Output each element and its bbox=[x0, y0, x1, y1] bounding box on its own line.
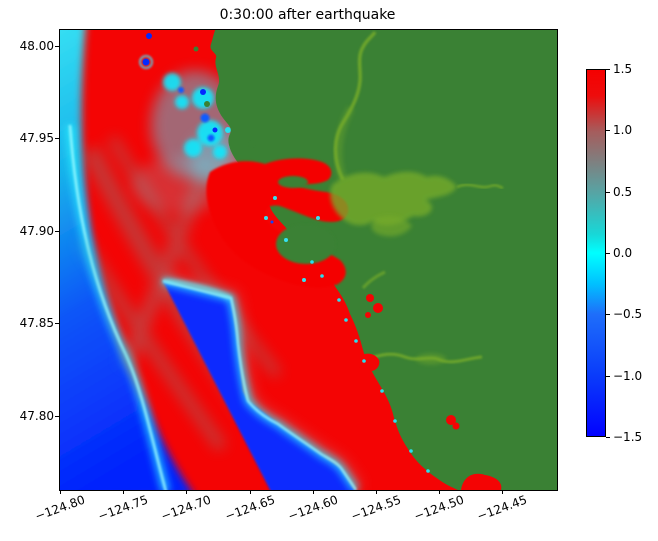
coastline-flecks-layer bbox=[310, 260, 430, 473]
y-tick-label: 47.90 bbox=[19, 224, 54, 238]
coastal-inundation-layer bbox=[345, 294, 502, 490]
x-tick-mark bbox=[313, 490, 314, 494]
x-tick-mark bbox=[186, 490, 187, 494]
colorbar-tick-label: 0.5 bbox=[613, 185, 633, 199]
plot-title: 0:30:00 after earthquake bbox=[219, 7, 396, 23]
x-tick-mark bbox=[250, 490, 251, 494]
colorbar bbox=[586, 69, 606, 437]
colorbar-tick-label: 0.0 bbox=[613, 246, 633, 260]
y-tick-label: 47.85 bbox=[19, 316, 54, 330]
x-tick-mark bbox=[60, 490, 61, 494]
x-tick-mark bbox=[376, 490, 377, 494]
colorbar-tick-mark bbox=[606, 437, 610, 438]
x-tick-mark bbox=[123, 490, 124, 494]
river-channels-layer bbox=[330, 31, 504, 365]
colorbar-tick-label: −1.5 bbox=[613, 430, 643, 444]
colorbar-tick-label: −0.5 bbox=[613, 307, 643, 321]
colorbar-tick-label: −1.0 bbox=[613, 369, 643, 383]
colorbar-tick-label: 1.0 bbox=[613, 123, 633, 137]
plot-area bbox=[59, 29, 558, 491]
y-tick-label: 48.00 bbox=[19, 39, 54, 53]
colorbar-tick-mark bbox=[606, 69, 610, 70]
colorbar-tick-label: 1.5 bbox=[613, 62, 633, 76]
y-tick-mark bbox=[55, 231, 59, 232]
trough-wedge bbox=[163, 281, 355, 490]
y-tick-mark bbox=[55, 416, 59, 417]
y-tick-mark bbox=[55, 138, 59, 139]
y-tick-mark bbox=[55, 46, 59, 47]
colorbar-tick-mark bbox=[606, 376, 610, 377]
colorbar-tick-mark bbox=[606, 192, 610, 193]
heatmap-svg bbox=[60, 30, 557, 490]
x-tick-mark bbox=[502, 490, 503, 494]
offshore-gradient-layer bbox=[60, 30, 191, 490]
trough-wedge-layer bbox=[161, 273, 363, 490]
colorbar-tick-mark bbox=[606, 130, 610, 131]
estuary-inundation-layer bbox=[206, 158, 349, 288]
colorbar-tick-mark bbox=[606, 253, 610, 254]
x-tick-mark bbox=[439, 490, 440, 494]
land-mass bbox=[210, 30, 557, 490]
y-tick-mark bbox=[55, 323, 59, 324]
colorbar-tick-mark bbox=[606, 314, 610, 315]
y-tick-label: 47.80 bbox=[19, 409, 54, 423]
y-tick-label: 47.95 bbox=[19, 131, 54, 145]
